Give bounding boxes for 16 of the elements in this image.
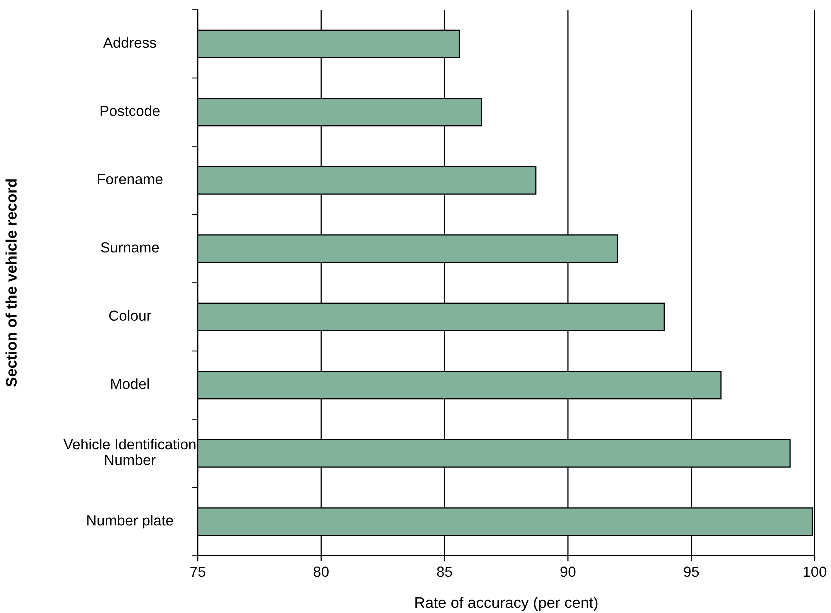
y-tick-label: Address (103, 37, 156, 48)
y-tick-label: Vehicle Identification Number (64, 438, 196, 466)
x-tick-label: 85 (437, 566, 452, 578)
y-tick-label: Model (111, 378, 150, 390)
y-axis-title: Section of the vehicle record (6, 180, 17, 387)
y-tick-label: Surname (101, 242, 160, 253)
x-tick-label: 80 (314, 566, 329, 578)
y-tick-label: Colour (109, 310, 152, 322)
x-tick-label: 75 (190, 566, 206, 578)
x-axis-title: Rate of accuracy (per cent) (416, 597, 598, 612)
y-tick-label: Number plate (88, 515, 174, 529)
x-tick-label: 90 (560, 566, 576, 578)
y-tick-label: Forename (98, 174, 163, 185)
x-tick-label: 100 (804, 566, 827, 578)
y-tick-label: Postcode (100, 106, 160, 116)
x-tick-label: 95 (684, 566, 700, 578)
